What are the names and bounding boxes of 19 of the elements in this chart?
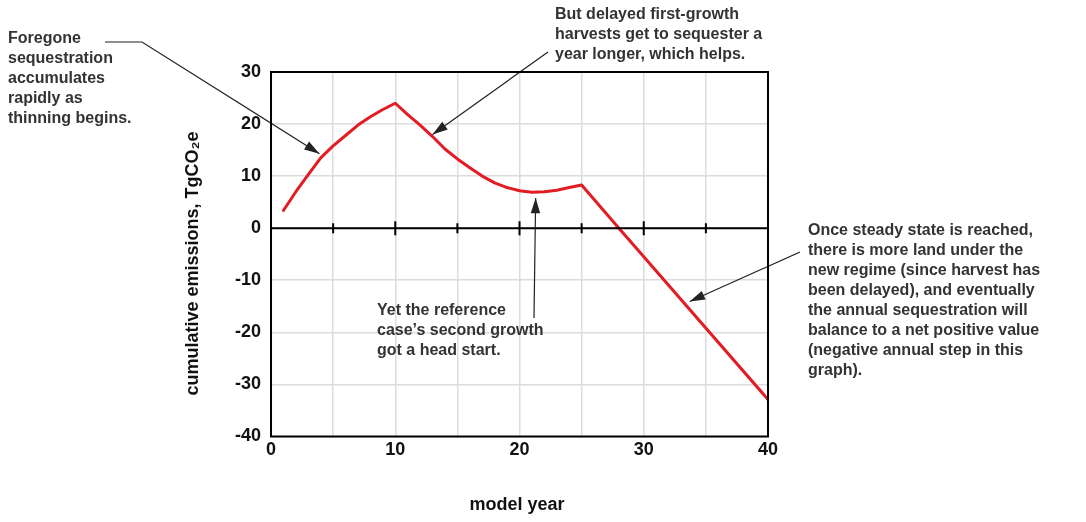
y-tick-label: 20: [240, 113, 262, 134]
y-tick-label: -30: [235, 373, 262, 394]
x-tick-label: 20: [509, 439, 530, 460]
y-tick-label: 10: [240, 165, 262, 186]
annotation: Yet the reference case’s second growth got a head start.: [377, 300, 545, 360]
x-tick-label: 10: [385, 439, 406, 460]
annotation: Foregone sequestration accumulates rapidly as thinning begins.: [8, 28, 133, 128]
x-axis-title: model year: [469, 494, 565, 515]
y-tick-label: 0: [251, 217, 262, 238]
x-tick-label: 0: [266, 439, 277, 460]
annotation: Once steady state is reached, there is more land under the new regime (since harvest has been delayed), and eventually the annual sequestration will balance to a net positive value (negative annual step in this graph).: [808, 220, 1042, 380]
y-tick-label: -40: [235, 425, 262, 446]
x-tick-label: 40: [757, 439, 779, 460]
y-axis-title: cumulative emissions, TgCO₂e: [181, 130, 203, 396]
y-tick-label: 30: [240, 60, 262, 81]
x-tick-label: 30: [633, 439, 654, 460]
y-tick-label: -20: [235, 321, 262, 342]
annotation: But delayed first-growth harvests get to sequester a year longer, which helps.: [555, 4, 764, 64]
y-tick-label: -10: [235, 269, 262, 290]
